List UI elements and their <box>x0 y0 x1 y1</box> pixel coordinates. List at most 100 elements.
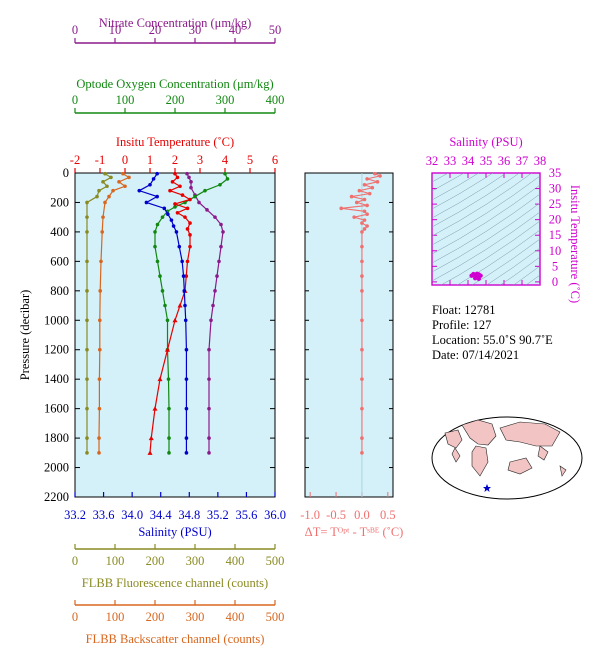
pressure-axis: 0 200 400 600 800 1000 1200 1400 1600 1800 2000 220… <box>18 166 275 504</box>
nitrate-point <box>205 208 209 212</box>
float-info: Float: 12781 Profile: 127 Location: 55.0… <box>432 303 553 363</box>
delta-t-point <box>365 212 369 217</box>
oxygen-point <box>155 222 160 227</box>
pressure-tick-label: 1000 <box>44 313 69 327</box>
nitrate-point <box>207 451 211 455</box>
delta-t-point <box>362 182 367 187</box>
oxygen-axis-tick-label: 300 <box>216 93 235 107</box>
density-contour <box>432 202 540 273</box>
density-contour <box>432 173 533 237</box>
nitrate-point <box>207 347 211 352</box>
nitrate-point <box>213 289 217 293</box>
oxygen-point <box>218 182 222 187</box>
salinity-point <box>184 377 189 381</box>
pressure-tick-label: 800 <box>50 284 69 298</box>
fluorescence-axis-tick-label: 400 <box>226 554 245 568</box>
salinity-tick-label: 34.8 <box>178 508 200 522</box>
oxygen-axis-title: Optode Oxygen Concentration (μm/kg) <box>76 77 273 91</box>
backscatter-point <box>121 171 125 176</box>
oxygen-point <box>167 406 171 411</box>
backscatter-point <box>98 318 102 323</box>
fluorescence-point <box>85 451 89 455</box>
temperature-point <box>175 210 180 215</box>
temperature-point <box>185 227 190 231</box>
ts-temperature-tick-label: 10 <box>549 244 562 258</box>
salinity-line <box>137 173 188 453</box>
ts-point <box>473 275 478 281</box>
backscatter-axis-title: FLBB Backscatter channel (counts) <box>86 632 265 646</box>
delta-t-point <box>360 244 364 249</box>
delta-t-point <box>370 185 375 190</box>
ts-temperature-tick-label: 0 <box>552 275 558 289</box>
salinity-tick-labels: 33.2 33.6 34.0 34.4 34.8 35.2 35.6 36.0 <box>64 508 286 522</box>
delta-t-panel <box>304 172 394 498</box>
ts-salinity-title: Salinity (PSU) <box>449 135 522 149</box>
density-contour <box>432 184 540 255</box>
salinity-point <box>166 212 170 217</box>
delta-t-axis-title: ΔT= Tᴼᵖᵗ - Tˢᴮᴱ (˚C) <box>305 525 404 539</box>
temperature-axis-tick-label: -2 <box>70 153 80 167</box>
nitrate-axis-tick-label: 10 <box>109 23 122 37</box>
temperature-point <box>173 202 177 206</box>
fluorescence-point <box>109 175 113 180</box>
salinity-point <box>183 318 188 323</box>
density-contour <box>432 173 480 201</box>
temperature-point <box>188 197 192 202</box>
delta-t-point <box>360 318 364 323</box>
density-contour <box>432 173 450 183</box>
delta-t-point <box>352 215 356 219</box>
delta-t-point <box>362 218 367 222</box>
ts-temperature-tick-label: 35 <box>549 166 562 180</box>
fluorescence-point <box>85 215 89 219</box>
nitrate-point <box>219 222 223 227</box>
salinity-tick-label: 34.0 <box>121 508 143 522</box>
delta-t-point <box>339 206 344 211</box>
temperature-axis: -2 -1 0 1 2 3 4 5 6 Insitu Temperature (˚C) <box>70 135 278 173</box>
map-landmass <box>537 445 549 461</box>
temperature-point <box>188 244 192 249</box>
temperature-point <box>168 188 172 193</box>
delta-t-point <box>362 197 367 202</box>
temperature-point <box>183 215 187 219</box>
pressure-tick-label: 200 <box>50 195 69 209</box>
nitrate-axis-tick-label: 50 <box>269 23 282 37</box>
delta-t-tick-label: -1.0 <box>300 508 320 522</box>
temperature-axis-title: Insitu Temperature (˚C) <box>116 135 234 149</box>
temperature-point <box>175 175 180 180</box>
density-contour <box>525 274 540 285</box>
ts-temperature-title: Insitu Temperature (˚C) <box>568 185 582 303</box>
density-contour <box>440 220 540 285</box>
backscatter-axis-tick-label: 400 <box>226 610 245 624</box>
series-fluorescence <box>85 171 113 455</box>
delta-t-point <box>360 259 364 264</box>
oxygen-axis: 0 100 200 300 400 Optode Oxygen Concentration… <box>72 77 284 114</box>
delta-t-point <box>367 191 372 196</box>
backscatter-point <box>99 259 103 264</box>
delta-t-tick-label: 0.5 <box>380 508 396 522</box>
series-backscatter <box>97 171 131 455</box>
density-contour <box>432 173 465 192</box>
oxygen-axis-tick-label: 0 <box>72 93 78 107</box>
delta-t-point <box>360 221 364 225</box>
density-contour <box>471 238 540 285</box>
map-landmass <box>507 457 533 475</box>
fluorescence-axis-title: FLBB Fluorescence channel (counts) <box>82 576 268 590</box>
salinity-point <box>171 224 176 228</box>
delta-t-point <box>365 177 369 181</box>
fluorescence-axis-tick-label: 500 <box>266 554 285 568</box>
salinity-point <box>148 182 152 187</box>
fluorescence-point <box>85 289 89 293</box>
nitrate-point <box>211 303 215 308</box>
delta-t-point <box>354 200 359 205</box>
fluorescence-point <box>85 406 89 411</box>
delta-t-tick-label: 0.0 <box>354 508 370 522</box>
delta-t-point <box>375 180 380 184</box>
fluorescence-axis-tick-label: 200 <box>146 554 165 568</box>
fluorescence-point <box>95 194 99 199</box>
nitrate-point <box>185 171 189 176</box>
salinity-point <box>169 218 174 222</box>
fluorescence-point <box>85 230 89 234</box>
nitrate-point <box>187 175 191 180</box>
pressure-tick-label: 1400 <box>44 372 69 386</box>
